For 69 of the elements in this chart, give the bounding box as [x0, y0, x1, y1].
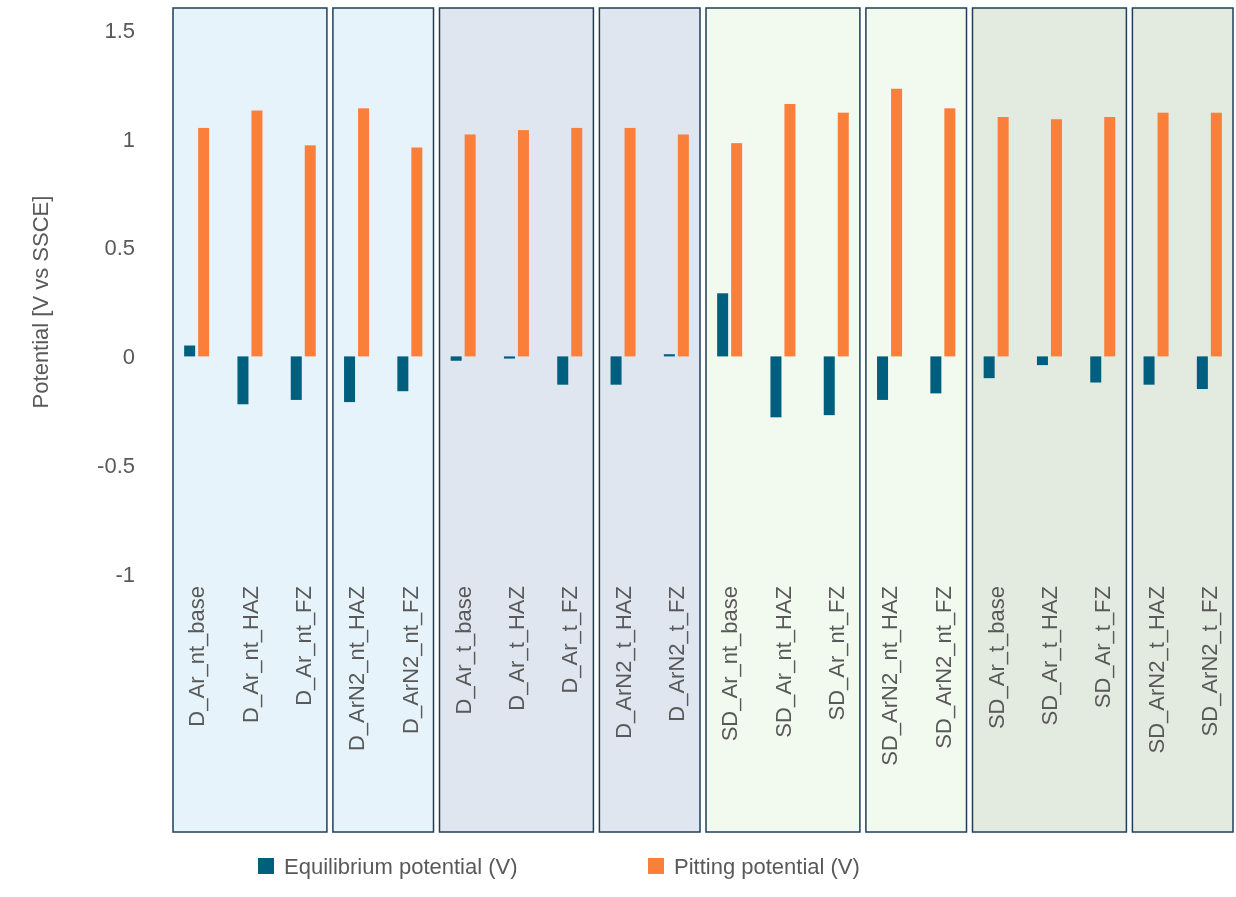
bar [1050, 119, 1062, 357]
bar [517, 130, 529, 357]
x-tick-label: SD_Ar_t_FZ [1090, 586, 1116, 709]
bar [1104, 117, 1116, 357]
bar [1210, 112, 1222, 357]
bar [823, 356, 835, 416]
x-tick-label: D_ArN2_t_FZ [664, 586, 690, 722]
x-tick-label: D_ArN2_nt_FZ [397, 586, 423, 734]
bar [503, 356, 515, 359]
bar [1036, 356, 1048, 366]
bar [198, 127, 210, 357]
bar [930, 356, 942, 394]
bar [557, 356, 569, 385]
x-tick-label: SD_Ar_nt_HAZ [770, 586, 796, 738]
x-tick-label: SD_ArN2_nt_HAZ [877, 586, 903, 766]
y-tick-label: 1 [122, 126, 135, 152]
bar [237, 356, 249, 405]
bar [997, 117, 1009, 357]
bar [784, 103, 796, 357]
x-tick-label: D_ArN2_nt_HAZ [344, 586, 370, 752]
bar [770, 356, 782, 418]
bar [450, 356, 462, 361]
bar [184, 345, 196, 357]
legend-label: Pitting potential (V) [674, 853, 860, 879]
x-tick-label: SD_Ar_t_HAZ [1037, 586, 1063, 726]
y-tick-label: 0 [122, 344, 135, 370]
bar [1090, 356, 1102, 383]
bar [677, 134, 689, 357]
bar [304, 145, 316, 357]
y-axis-title: Potential [V vs SSCE] [28, 195, 53, 409]
x-tick-label: D_Ar_nt_HAZ [237, 586, 263, 723]
x-tick-label: D_Ar_nt_base [184, 586, 210, 727]
x-tick-label: SD_Ar_nt_FZ [823, 586, 849, 721]
bar [290, 356, 302, 400]
bar [663, 354, 675, 357]
x-tick-label: SD_Ar_nt_base [717, 586, 743, 742]
bar [1196, 356, 1208, 390]
bar [877, 356, 889, 400]
bar [397, 356, 409, 392]
bar [358, 108, 370, 357]
y-tick-label: -1 [115, 561, 135, 587]
bar [837, 112, 849, 357]
bar [411, 147, 423, 357]
y-tick-label: 1.5 [104, 17, 135, 43]
bar [1157, 112, 1169, 357]
x-tick-label: SD_ArN2_t_FZ [1197, 586, 1223, 737]
bar [1143, 356, 1155, 385]
legend-label: Equilibrium potential (V) [284, 853, 518, 879]
bar [571, 127, 583, 357]
bar [717, 293, 729, 357]
bar [891, 88, 903, 357]
x-tick-label: D_Ar_t_base [450, 586, 476, 715]
x-tick-label: D_Ar_t_HAZ [504, 586, 530, 711]
bar [944, 108, 956, 357]
x-tick-label: D_Ar_nt_FZ [290, 586, 316, 706]
bar [983, 356, 995, 379]
y-tick-label: -0.5 [97, 452, 135, 478]
x-tick-label: SD_ArN2_nt_FZ [930, 586, 956, 749]
x-tick-label: D_ArN2_t_HAZ [610, 586, 636, 739]
bar [624, 127, 636, 357]
y-tick-label: 0.5 [104, 235, 135, 261]
x-tick-label: D_Ar_t_FZ [557, 586, 583, 694]
x-tick-label: SD_Ar_t_base [983, 586, 1009, 730]
bar [610, 356, 622, 385]
bar [464, 134, 476, 357]
bar [731, 143, 743, 357]
bar [251, 110, 263, 357]
x-tick-label: SD_ArN2_t_HAZ [1143, 586, 1169, 754]
bar [344, 356, 356, 403]
